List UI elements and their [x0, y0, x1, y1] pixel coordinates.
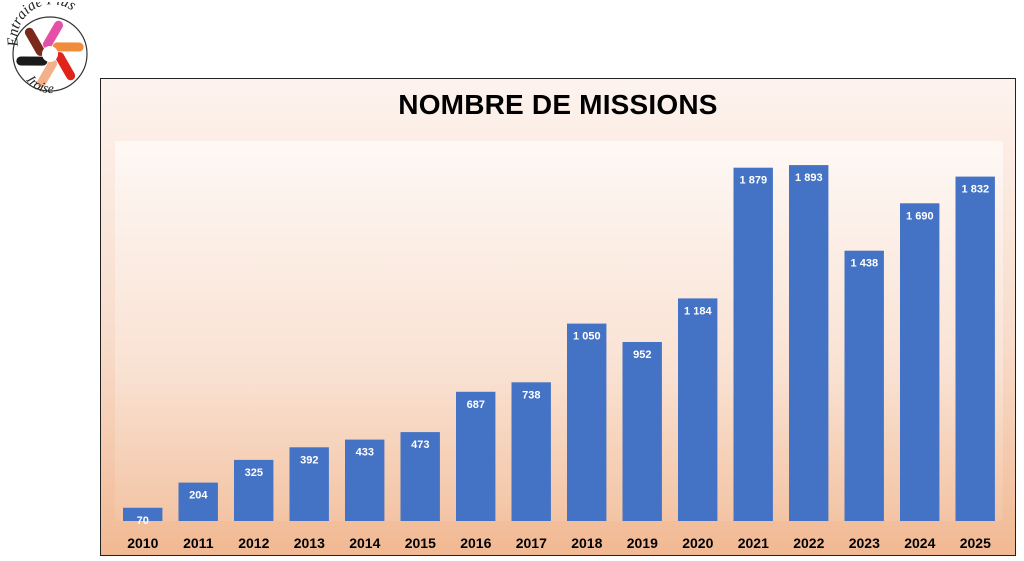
- bar-2024: [900, 203, 940, 522]
- value-label-2025: 1 832: [962, 184, 990, 196]
- value-label-2020: 1 184: [684, 305, 712, 317]
- bar-2015: [400, 432, 440, 521]
- x-tick-label-2020: 2020: [682, 535, 713, 551]
- bar-2022: [789, 165, 829, 521]
- logo-hand-2: [36, 59, 58, 88]
- value-label-2014: 433: [356, 447, 374, 459]
- bar-2025: [955, 176, 995, 521]
- bar-2020: [678, 298, 718, 521]
- logo-hand-4: [24, 27, 45, 56]
- x-tick-label-2024: 2024: [904, 535, 935, 551]
- bar-2011: [178, 482, 218, 521]
- value-label-2017: 738: [522, 389, 540, 401]
- x-tick-label-2022: 2022: [793, 535, 824, 551]
- bar-2012: [234, 459, 274, 521]
- x-tick-label-2015: 2015: [405, 535, 436, 551]
- value-label-2023: 1 438: [851, 258, 879, 270]
- x-tick-label-2010: 2010: [127, 535, 158, 551]
- x-tick-label-2014: 2014: [349, 535, 380, 551]
- value-label-2016: 687: [467, 399, 485, 411]
- entraide-plus-iroise-logo: Entraide Plus Iroise: [5, 2, 88, 97]
- x-tick-label-2017: 2017: [516, 535, 547, 551]
- bar-2014: [345, 439, 385, 521]
- x-tick-label-2025: 2025: [960, 535, 991, 551]
- bar-2021: [733, 167, 773, 521]
- value-label-2010: 70: [137, 515, 149, 527]
- bar-2016: [456, 391, 496, 521]
- bar-2010: [123, 507, 163, 521]
- x-tick-label-2018: 2018: [571, 535, 602, 551]
- bar-2013: [289, 447, 329, 521]
- x-tick-label-2016: 2016: [460, 535, 491, 551]
- bar-2017: [511, 382, 551, 521]
- chart-frame: NOMBRE DE MISSIONS 70 2010 204 2011 325 2012 3…: [100, 78, 1016, 556]
- chart-title: NOMBRE DE MISSIONS: [398, 89, 718, 120]
- value-label-2013: 392: [300, 454, 318, 466]
- logo-hand-5: [42, 20, 64, 49]
- x-tick-label-2013: 2013: [294, 535, 325, 551]
- x-tick-label-2012: 2012: [238, 535, 269, 551]
- value-label-2021: 1 879: [740, 175, 768, 187]
- value-label-2015: 473: [411, 439, 429, 451]
- bar-2018: [567, 323, 607, 521]
- bar-2019: [622, 342, 662, 521]
- bar-2023: [844, 250, 884, 521]
- value-label-2012: 325: [245, 467, 263, 479]
- value-label-2019: 952: [633, 349, 651, 361]
- value-label-2022: 1 893: [795, 172, 823, 184]
- joined-hands-icon: [16, 20, 84, 88]
- value-label-2011: 204: [189, 490, 208, 502]
- x-tick-label-2021: 2021: [738, 535, 769, 551]
- x-tick-label-2019: 2019: [627, 535, 658, 551]
- plot-area: 70 2010 204 2011 325 2012 392 2013 433 2014 473 201…: [115, 141, 1003, 551]
- logo-hand-1: [55, 52, 76, 81]
- bar-chart: 70 2010 204 2011 325 2012 392 2013 433 2014 473 201…: [123, 165, 995, 551]
- value-label-2024: 1 690: [906, 210, 934, 222]
- x-tick-label-2023: 2023: [849, 535, 880, 551]
- value-label-2018: 1 050: [573, 331, 601, 343]
- x-tick-label-2011: 2011: [183, 535, 214, 551]
